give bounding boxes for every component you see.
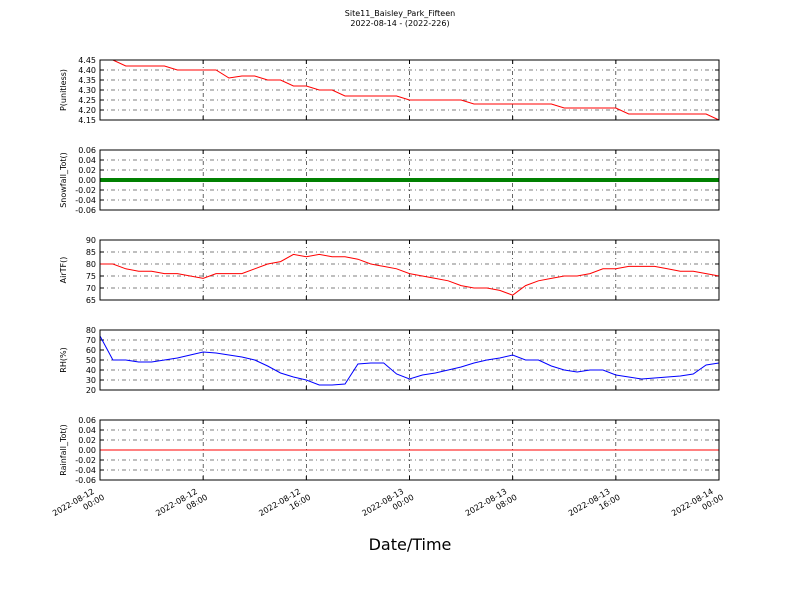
y-tick-label: 4.20 — [78, 106, 96, 115]
y-tick-label: 60 — [86, 346, 96, 355]
data-line — [99, 335, 720, 386]
x-tick-label: 2022-08-1308:00 — [464, 484, 519, 527]
y-tick-label: 50 — [86, 356, 96, 365]
x-tick-label: 2022-08-1316:00 — [567, 484, 622, 527]
x-tick-label: 2022-08-1216:00 — [257, 484, 312, 527]
plot-frame — [99, 149, 720, 211]
y-tick-label: 4.25 — [78, 96, 96, 105]
chart-title: Site11_Baisley_Park_Fifteen — [345, 9, 455, 18]
y-tick-label: -0.06 — [75, 206, 96, 215]
y-axis-label: P(unitless) — [59, 69, 68, 111]
y-tick-label: -0.02 — [75, 186, 96, 195]
y-tick-label: 4.45 — [78, 56, 96, 65]
y-tick-label: -0.04 — [75, 466, 96, 475]
y-tick-label: 0.04 — [78, 156, 96, 165]
y-tick-label: -0.06 — [75, 476, 96, 485]
y-tick-label: 4.35 — [78, 76, 96, 85]
y-tick-label: 20 — [86, 386, 96, 395]
y-tick-label: 0.02 — [78, 436, 96, 445]
x-tick-label: 2022-08-1400:00 — [670, 484, 725, 527]
x-axis-label: Date/Time — [369, 535, 452, 554]
x-tick-label: 2022-08-1208:00 — [154, 484, 209, 527]
plot-frame — [99, 329, 720, 391]
y-tick-label: 4.30 — [78, 86, 96, 95]
data-line — [100, 253, 720, 296]
y-tick-label: 80 — [86, 260, 96, 269]
y-tick-label: 4.40 — [78, 66, 96, 75]
y-tick-label: 0.04 — [78, 426, 96, 435]
y-tick-label: 75 — [86, 272, 96, 281]
x-tick-label: 2022-08-1300:00 — [361, 484, 416, 527]
plot-frame — [99, 419, 720, 481]
y-tick-label: 30 — [86, 376, 96, 385]
y-tick-label: 70 — [86, 336, 96, 345]
x-tick-label: 2022-08-1200:00 — [51, 484, 106, 527]
y-tick-label: 4.15 — [78, 116, 96, 125]
y-tick-label: 65 — [86, 296, 96, 305]
y-axis-label: Snowfall_Tot() — [59, 152, 68, 208]
y-tick-label: 0.06 — [78, 146, 96, 155]
plot-frame — [99, 59, 720, 121]
y-tick-label: 80 — [86, 326, 96, 335]
y-tick-label: 85 — [86, 248, 96, 257]
y-axis-label: AirTF() — [59, 257, 68, 284]
y-tick-label: 40 — [86, 366, 96, 375]
y-tick-label: 70 — [86, 284, 96, 293]
y-tick-label: -0.04 — [75, 196, 96, 205]
chart-subtitle: 2022-08-14 - (2022-226) — [350, 19, 449, 28]
y-axis-label: RH(%) — [59, 347, 68, 372]
y-tick-label: 90 — [86, 236, 96, 245]
y-tick-label: 0.06 — [78, 416, 96, 425]
y-tick-label: 0.02 — [78, 166, 96, 175]
y-tick-label: -0.02 — [75, 456, 96, 465]
data-line — [100, 59, 720, 121]
plot-frame — [99, 239, 720, 301]
y-tick-label: 0.00 — [78, 176, 96, 185]
y-axis-label: Rainfall_Tot() — [59, 424, 68, 476]
y-tick-label: 0.00 — [78, 446, 96, 455]
